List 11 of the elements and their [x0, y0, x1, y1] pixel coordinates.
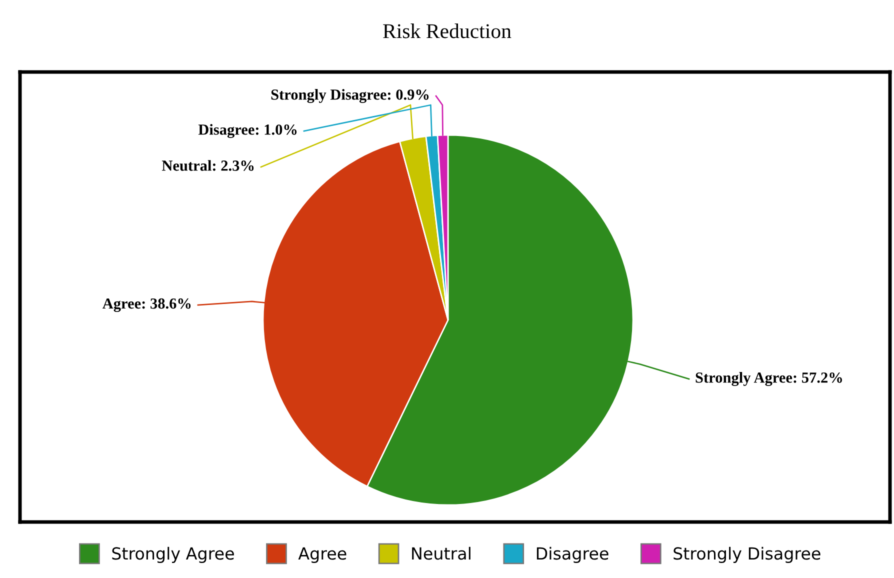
data-label: Strongly Agree: 57.2%: [696, 372, 842, 386]
chart-title: Risk Reduction: [383, 24, 512, 38]
legend-label: Agree: [298, 547, 346, 563]
data-label: Strongly Disagree: 0.9%: [271, 89, 429, 103]
legend-label: Strongly Agree: [112, 546, 234, 563]
data-label: Disagree: 1.0%: [198, 124, 297, 138]
legend-label: Neutral: [412, 546, 470, 560]
legend-label: Disagree: [536, 546, 608, 563]
data-label: Neutral: 2.3%: [162, 160, 254, 171]
data-label: Agree: 38.6%: [102, 298, 191, 312]
legend-label: Strongly Disagree: [674, 546, 820, 563]
